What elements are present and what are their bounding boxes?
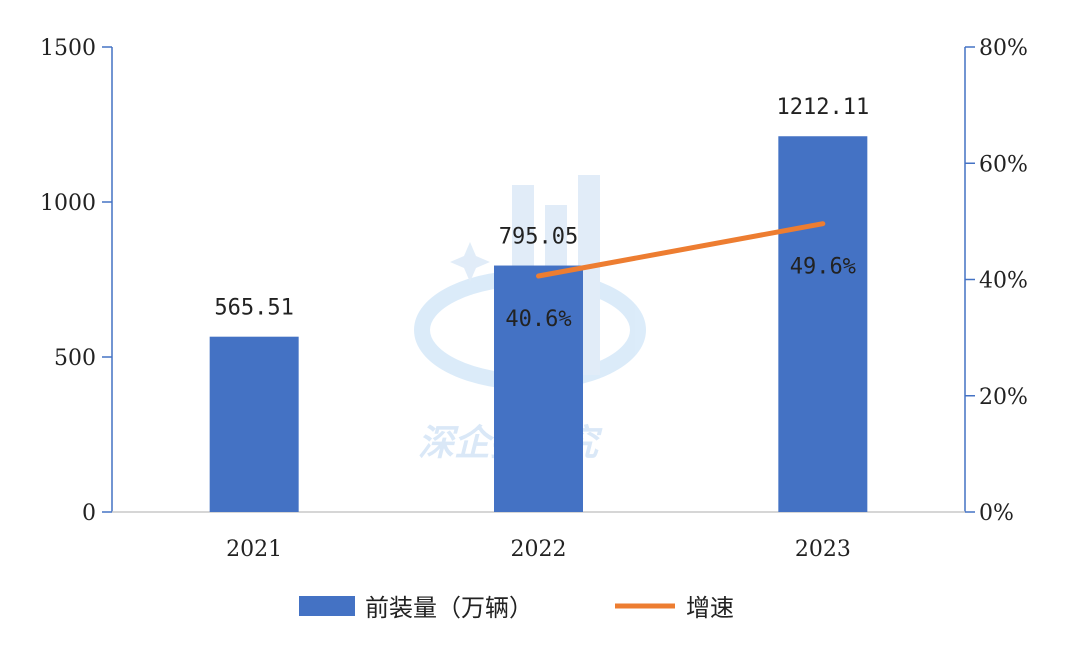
growth-line: [536, 221, 826, 279]
line-value-label: 49.6%: [790, 255, 856, 280]
bar: [494, 265, 583, 512]
right-tick-label: 20%: [979, 385, 1028, 410]
data-labels: 565.51 795.05 1212.11 40.6% 49.6%: [214, 95, 869, 332]
legend-bar-label: 前装量（万辆）: [365, 594, 533, 622]
bar-value-label: 1212.11: [776, 95, 869, 120]
right-tick-label: 80%: [979, 36, 1028, 61]
left-tick-label: 1000: [40, 191, 96, 216]
x-tick-label: 2021: [226, 537, 282, 562]
legend: 前装量（万辆） 增速: [299, 594, 734, 622]
left-tick-label: 500: [54, 346, 96, 371]
line-value-label: 40.6%: [505, 307, 571, 332]
bar: [209, 336, 299, 512]
left-axis-ticks: 0 500 1000 1500: [40, 36, 112, 526]
bar-value-label: 795.05: [499, 225, 578, 250]
x-axis-ticks: 2021 2022 2023: [226, 537, 851, 562]
bar-series: [209, 136, 868, 512]
right-tick-label: 60%: [979, 152, 1028, 177]
x-tick-label: 2023: [795, 537, 851, 562]
right-axis-ticks: 0% 20% 40% 60% 80%: [965, 36, 1028, 526]
bar-value-label: 565.51: [214, 296, 293, 321]
right-tick-label: 0%: [979, 501, 1014, 526]
legend-bar-swatch: [299, 596, 355, 616]
line-series: [536, 221, 826, 279]
left-tick-label: 0: [82, 501, 96, 526]
right-tick-label: 40%: [979, 269, 1028, 294]
left-tick-label: 1500: [40, 36, 96, 61]
bar: [778, 136, 868, 512]
legend-line-label: 增速: [686, 594, 734, 622]
x-tick-label: 2022: [511, 537, 567, 562]
